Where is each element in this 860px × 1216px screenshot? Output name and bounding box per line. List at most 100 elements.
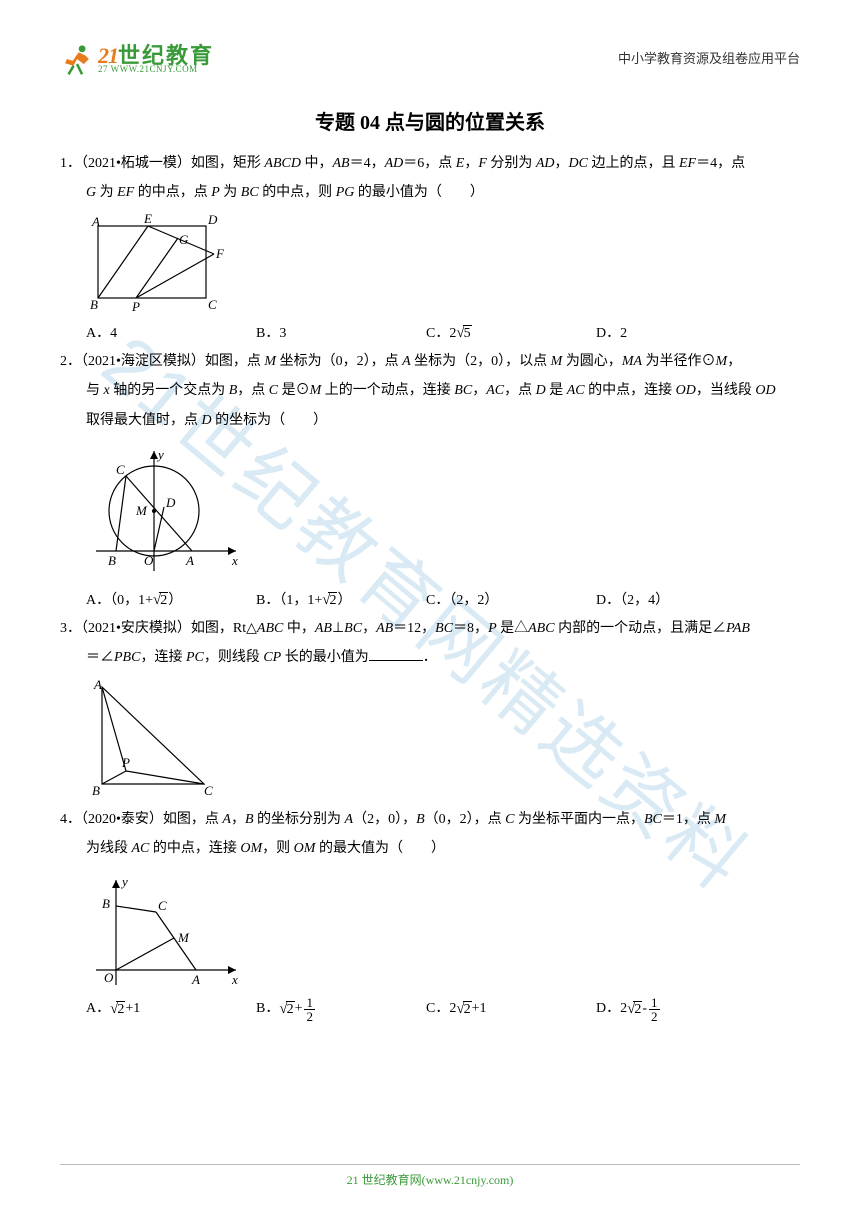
q2-var: OD [676, 383, 696, 398]
q4-text: 4．（2020•泰安）如图，点 [60, 812, 222, 827]
q3-text: 是△ [497, 621, 529, 636]
q1-text: 的中点，点 [134, 185, 211, 200]
svg-text:x: x [231, 972, 238, 987]
q2-text: 上的一个动点，连接 [321, 383, 454, 398]
q3-text: 长的最小值为 [281, 650, 369, 665]
q2-var: A [402, 354, 411, 369]
q1-text: ， [464, 156, 478, 171]
svg-text:P: P [121, 755, 130, 770]
svg-text:C: C [204, 783, 213, 798]
q2-var: M [310, 383, 322, 398]
q2-text: 与 [86, 383, 104, 398]
q4-var: B [416, 812, 425, 827]
q3-text: ⊥ [332, 621, 344, 636]
q4-text: ，则 [262, 841, 294, 856]
q4-var: A [222, 812, 231, 827]
q3-text: 3．（2021•安庆模拟）如图，Rt△ [60, 621, 257, 636]
q3-var: PC [186, 650, 204, 665]
q4-text: 为线段 [86, 841, 132, 856]
q1-diagram: A E D G F B P C [86, 214, 226, 314]
q1-options: A．4 B．3 C．2√5 D．2 [60, 320, 800, 347]
q1-var: AB [332, 156, 349, 171]
q4-text: （2，0）， [353, 812, 416, 827]
q3-var: ABC [257, 621, 283, 636]
svg-text:P: P [131, 299, 140, 314]
q1-var: P [211, 185, 220, 200]
q1-text: 中， [301, 156, 333, 171]
q3-var: BC [435, 621, 453, 636]
q2-text: 2．（2021•海淀区模拟）如图，点 [60, 354, 264, 369]
q2-text: 是 [546, 383, 567, 398]
q3-text: ＝12， [393, 621, 435, 636]
q3-text: ，连接 [140, 650, 186, 665]
svg-text:y: y [156, 447, 164, 462]
logo-url: 27 WWW.21CNJY.COM [98, 65, 214, 74]
svg-text:M: M [177, 930, 190, 945]
q2-opt-a: A．（0，1+√2） [86, 587, 256, 614]
q2-text: 取得最大值时，点 [86, 413, 202, 428]
q3-text: ＝∠ [86, 650, 114, 665]
question-4: 4．（2020•泰安）如图，点 A，B 的坐标分别为 A（2，0），B（0，2）… [60, 805, 800, 864]
svg-text:O: O [104, 970, 114, 985]
q2-var: MA [622, 354, 642, 369]
svg-text:C: C [208, 297, 217, 312]
svg-text:O: O [144, 553, 154, 568]
q1-var: G [86, 185, 96, 200]
q4-text: 为坐标平面内一点， [515, 812, 645, 827]
q4-text: 的最大值为（ ） [315, 841, 445, 856]
q4-opt-c: C．2√2+1 [426, 996, 596, 1023]
svg-text:A: A [93, 679, 102, 692]
runner-icon [60, 42, 94, 76]
svg-text:B: B [92, 783, 100, 798]
q1-text: ＝4， [350, 156, 385, 171]
q1-var: PG [336, 185, 355, 200]
svg-text:B: B [90, 297, 98, 312]
q4-options: A．√2+1 B．√2+12 C．2√2+1 D．2√2 - 12 [60, 996, 800, 1023]
header-right-text: 中小学教育资源及组卷应用平台 [618, 42, 800, 67]
q3-var: AB [315, 621, 332, 636]
q2-text: 轴的另一个交点为 [110, 383, 229, 398]
q1-text: 为 [96, 185, 117, 200]
q4-text: （0，2），点 [425, 812, 506, 827]
q1-text: 的最小值为（ ） [354, 185, 484, 200]
q1-var: DC [569, 156, 588, 171]
q1-var: AD [385, 156, 404, 171]
question-3: 3．（2021•安庆模拟）如图，Rt△ABC 中，AB⊥BC，AB＝12，BC＝… [60, 614, 800, 673]
q1-text: 为 [220, 185, 241, 200]
q2-var: M [264, 354, 276, 369]
q2-text: ，点 [504, 383, 536, 398]
q2-opt-b: B．（1，1+√2） [256, 587, 426, 614]
q3-var: P [488, 621, 497, 636]
svg-text:D: D [207, 214, 218, 227]
q2-text: 的中点，连接 [585, 383, 676, 398]
q2-opt-d: D．（2，4） [596, 587, 766, 614]
q1-opt-c: C．2√5 [426, 320, 596, 347]
q3-var: CP [263, 650, 281, 665]
q2-text: 为半径作⊙ [642, 354, 716, 369]
q2-var: M [716, 354, 728, 369]
q4-var: M [714, 812, 726, 827]
q2-var: M [551, 354, 563, 369]
q4-text: ＝1，点 [662, 812, 715, 827]
q1-text: 分别为 [487, 156, 536, 171]
q1-text: 1．（2021•柘城一模）如图，矩形 [60, 156, 264, 171]
q1-text: ， [555, 156, 569, 171]
q1-text: ＝6，点 [403, 156, 456, 171]
q2-var: OD [755, 383, 775, 398]
q2-text: 为圆心， [562, 354, 622, 369]
q3-text: 中， [283, 621, 315, 636]
q3-text: 内部的一个动点，且满足∠ [555, 621, 727, 636]
q2-var: AC [567, 383, 585, 398]
svg-text:M: M [135, 503, 148, 518]
q4-var: BC [644, 812, 662, 827]
blank-answer [369, 647, 423, 661]
q1-text: 边上的点，且 [588, 156, 679, 171]
q4-text: 的坐标分别为 [254, 812, 345, 827]
q4-opt-d: D．2√2 - 12 [596, 996, 766, 1023]
q1-opt-d: D．2 [596, 320, 766, 347]
q1-opt-b: B．3 [256, 320, 426, 347]
q4-opt-b: B．√2+12 [256, 996, 426, 1023]
logo: 21世纪教育 27 WWW.21CNJY.COM [60, 42, 214, 76]
q2-var: BC [454, 383, 472, 398]
q4-var: OM [294, 841, 316, 856]
